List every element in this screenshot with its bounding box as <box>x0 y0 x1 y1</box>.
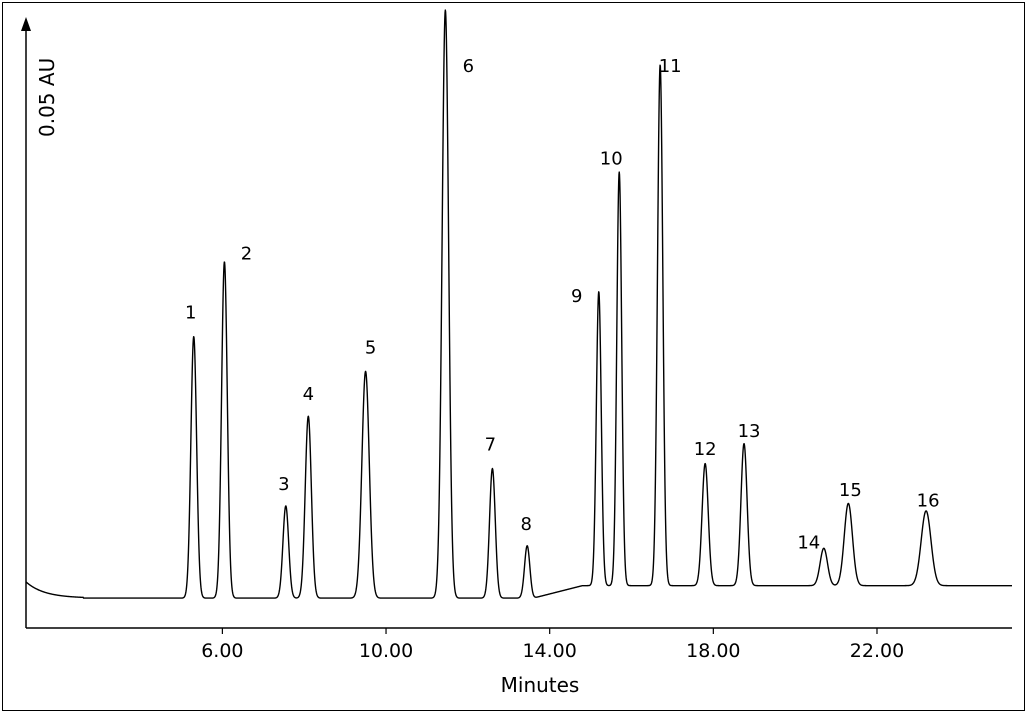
peak-label-13: 13 <box>738 421 761 442</box>
x-tick-label: 6.00 <box>201 640 243 662</box>
y-axis-label: 0.05 AU <box>35 58 59 137</box>
x-tick-label: 14.00 <box>522 640 576 662</box>
peak-label-12: 12 <box>694 439 717 460</box>
peak-label-9: 9 <box>571 286 582 307</box>
x-tick-label: 18.00 <box>686 640 740 662</box>
x-tick-label: 22.00 <box>850 640 904 662</box>
peak-label-15: 15 <box>839 480 862 501</box>
peak-label-14: 14 <box>797 533 820 554</box>
y-axis-arrow-icon <box>21 17 31 31</box>
peak-label-8: 8 <box>520 514 531 535</box>
peak-label-16: 16 <box>917 490 940 511</box>
peak-label-1: 1 <box>185 302 196 323</box>
x-axis-label: Minutes <box>501 673 580 697</box>
peak-label-7: 7 <box>485 435 496 456</box>
peak-label-2: 2 <box>241 244 252 265</box>
peak-label-10: 10 <box>600 148 623 169</box>
peak-label-3: 3 <box>278 474 289 495</box>
x-ticks: 6.00 10.00 14.00 18.00 22.00 <box>201 628 904 662</box>
peak-label-6: 6 <box>463 56 474 77</box>
peak-label-11: 11 <box>659 56 682 77</box>
x-tick-label: 10.00 <box>359 640 413 662</box>
peak-label-5: 5 <box>365 337 376 358</box>
chromatogram-trace <box>25 9 1013 599</box>
peak-label-4: 4 <box>303 384 314 405</box>
